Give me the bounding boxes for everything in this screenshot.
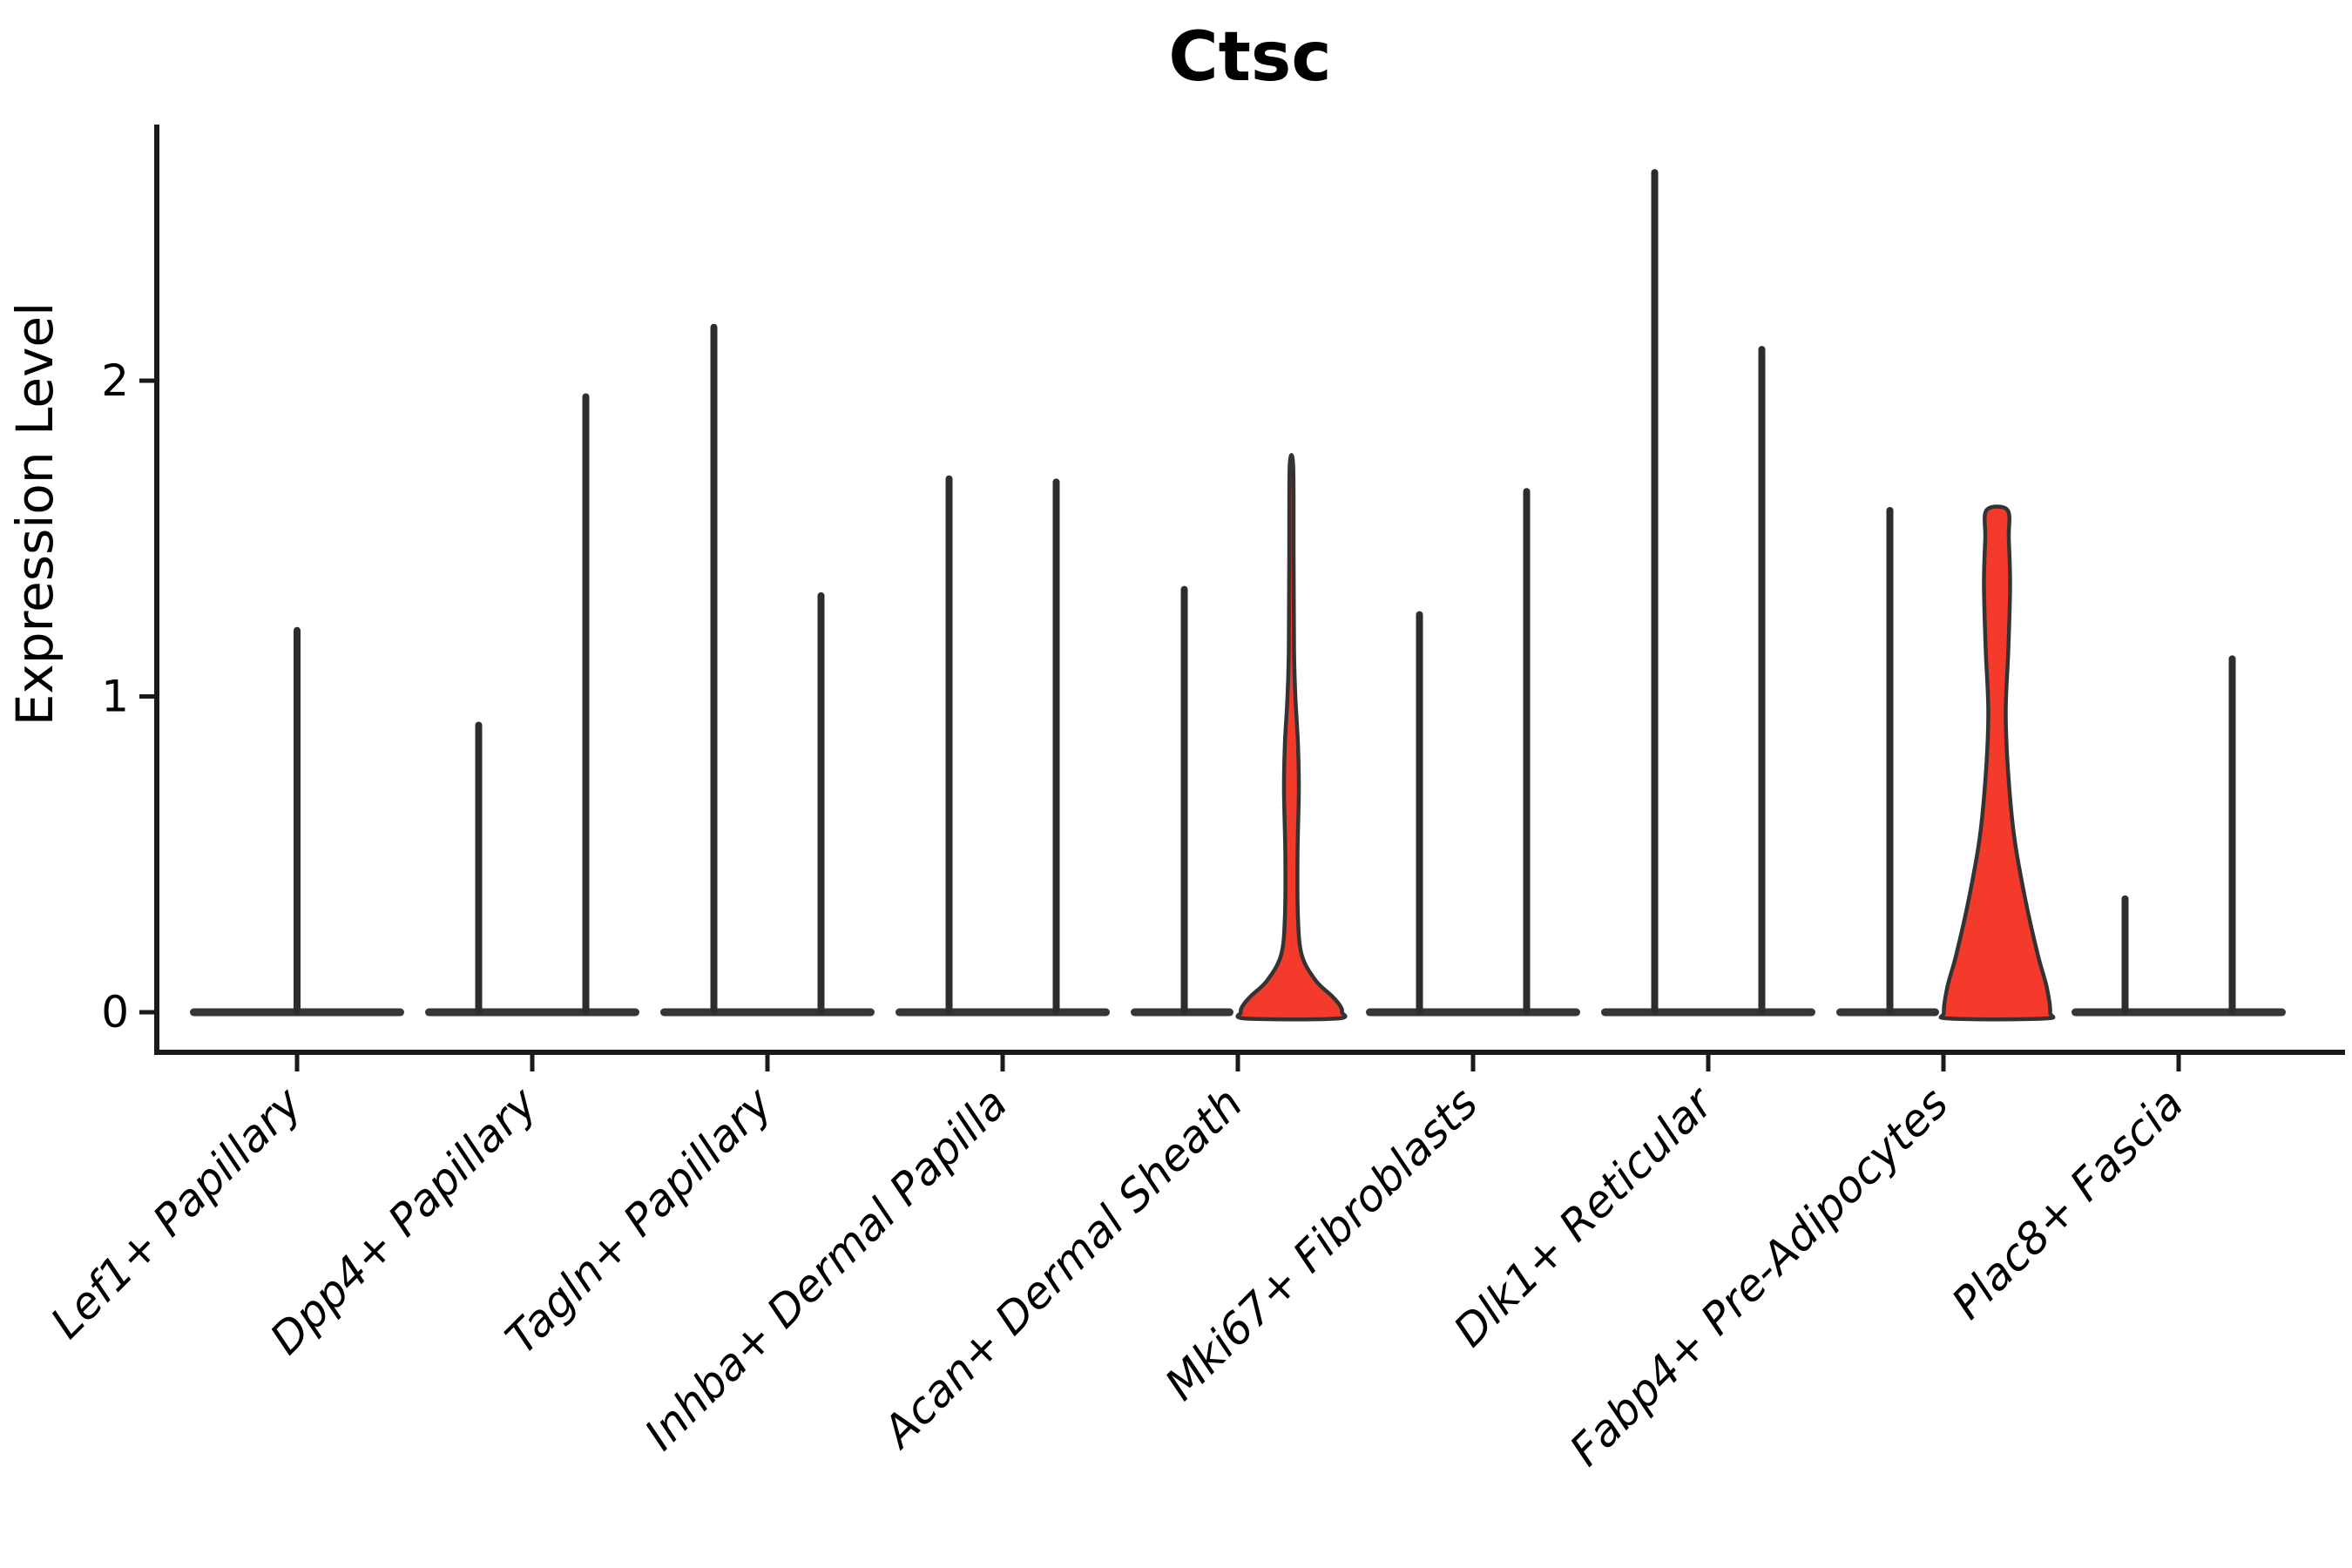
violin-body-bar <box>425 1008 639 1017</box>
violin-spike <box>1651 169 1659 1015</box>
violin-spike <box>2228 655 2236 1015</box>
violin-body-bar <box>1601 1008 1815 1017</box>
violin-spike <box>1052 478 1060 1015</box>
violin-spike <box>1180 585 1188 1015</box>
x-tick-label: Plac8+ Fascia <box>1943 1078 2193 1328</box>
violin-spike <box>817 591 825 1015</box>
violin-spike <box>1758 346 1766 1015</box>
violin-body-bar <box>1366 1008 1580 1017</box>
violin-highlighted <box>1235 452 1348 1022</box>
x-tick-label: Fabp4+ Pre-Adipocytes <box>1560 1078 1958 1476</box>
violin-spike <box>945 475 953 1015</box>
violin-body-bar <box>660 1008 875 1017</box>
violin-body-bar <box>896 1008 1110 1017</box>
y-tick-label: 2 <box>101 355 129 406</box>
violin-spike <box>475 721 483 1015</box>
violin-spike <box>1416 611 1423 1015</box>
violins-layer <box>190 169 2286 1022</box>
violin-highlighted <box>1938 504 2056 1022</box>
violin-body-bar <box>2072 1008 2286 1017</box>
plot-title: Ctsc <box>1168 18 1331 97</box>
violin-spike <box>2121 895 2129 1015</box>
x-tick-label: Lef1+ Papillary <box>41 1077 312 1348</box>
violin-spike <box>1523 488 1531 1015</box>
violin-spike <box>710 323 718 1015</box>
y-axis-label: Expression Level <box>5 302 64 726</box>
y-tick-label: 1 <box>101 672 129 722</box>
violin-spike <box>294 626 301 1015</box>
y-tick-label: 0 <box>101 987 129 1037</box>
x-tick-label: Dlk1+ Reticular <box>1444 1076 1725 1356</box>
violin-spike <box>582 393 590 1015</box>
violin-spike <box>1886 507 1894 1015</box>
